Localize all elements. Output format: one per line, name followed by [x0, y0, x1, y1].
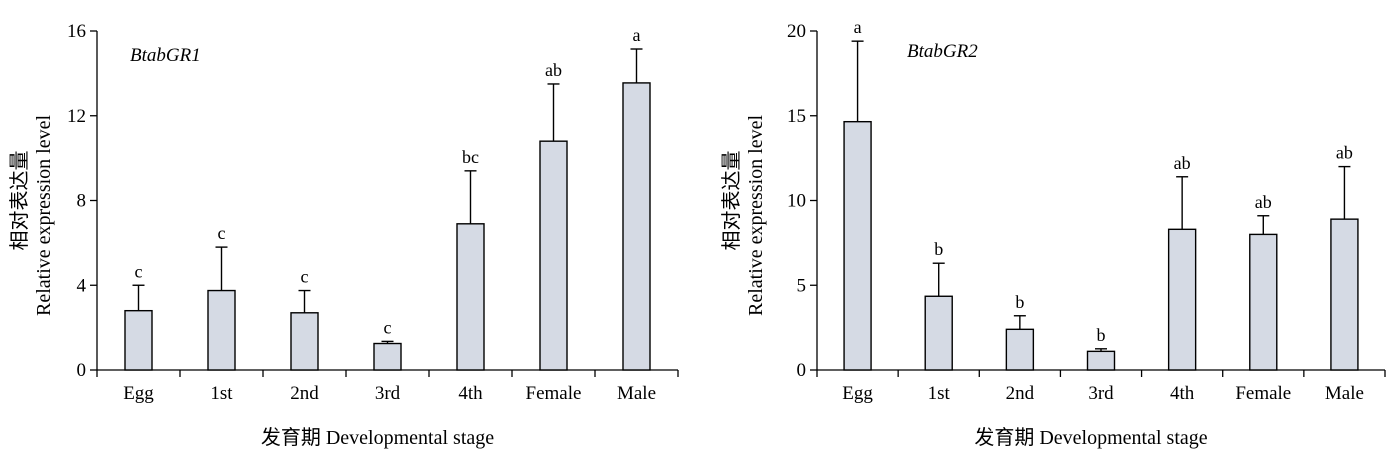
x-axis-label: 发育期 Developmental stage: [974, 426, 1207, 449]
significance-label: bc: [462, 147, 479, 167]
x-tick-label: Egg: [842, 383, 873, 404]
significance-label: c: [135, 261, 143, 281]
x-tick-label: 4th: [1170, 383, 1195, 404]
bar: [1249, 233, 1278, 371]
significance-label: a: [854, 17, 862, 37]
y-tick-label: 12: [67, 106, 86, 127]
bar: [124, 309, 153, 371]
y-tick-label: 5: [797, 275, 807, 296]
y-tick-label: 16: [67, 21, 86, 42]
y-tick-label: 0: [797, 360, 807, 381]
significance-label: c: [384, 317, 392, 337]
x-tick-label: Male: [1325, 383, 1364, 404]
x-tick-label: 2nd: [290, 383, 319, 404]
significance-label: ab: [1336, 143, 1353, 163]
bar: [207, 289, 236, 371]
bar: [456, 223, 485, 371]
x-tick-label: Female: [526, 383, 582, 404]
chart-panel-btabgr2: 0 5 10 15 20 a Egg b 1st b 2nd b 3rd ab 4th ab Female ab M…: [720, 17, 1386, 449]
significance-label: b: [1097, 325, 1106, 345]
bar: [924, 295, 953, 371]
significance-label: b: [934, 239, 943, 259]
bar: [1330, 218, 1359, 371]
x-tick-label: 3rd: [375, 383, 401, 404]
significance-label: ab: [1174, 153, 1191, 173]
significance-label: c: [301, 267, 309, 287]
x-tick-label: 4th: [458, 383, 483, 404]
bar: [1005, 328, 1035, 371]
x-tick-label: 2nd: [1006, 383, 1035, 404]
x-axis-label: 发育期 Developmental stage: [261, 426, 494, 449]
y-axis-label-en: Relative expression level: [33, 115, 55, 316]
bar: [373, 342, 402, 371]
significance-label: a: [633, 25, 641, 45]
x-tick-label: Male: [617, 383, 656, 404]
y-tick-label: 15: [787, 106, 806, 127]
x-tick-label: Female: [1235, 383, 1291, 404]
y-tick-label: 8: [77, 191, 87, 212]
x-tick-label: 1st: [928, 383, 951, 404]
y-axis-label-en: Relative expression level: [745, 115, 767, 316]
bar: [843, 120, 872, 371]
chart-panel-btabgr1: 0 4 8 12 16 c Egg c 1st c 2nd c 3rd bc 4th ab Female a Mal…: [8, 21, 679, 449]
bar: [1086, 350, 1116, 371]
gene-label: BtabGR2: [907, 41, 978, 62]
x-tick-label: 1st: [210, 383, 233, 404]
significance-label: ab: [545, 60, 562, 80]
y-axis-label-cn: 相对表达量: [720, 151, 743, 251]
significance-label: b: [1015, 292, 1024, 312]
bar: [622, 82, 651, 371]
bar: [290, 312, 319, 371]
bar: [539, 140, 568, 371]
bar: [1167, 228, 1197, 371]
y-tick-label: 0: [77, 360, 87, 381]
significance-label: ab: [1255, 192, 1272, 212]
x-tick-label: Egg: [123, 383, 154, 404]
y-axis-label-cn: 相对表达量: [8, 151, 31, 251]
gene-label: BtabGR1: [130, 45, 201, 66]
significance-label: c: [218, 223, 226, 243]
y-tick-label: 4: [77, 275, 87, 296]
y-tick-label: 20: [787, 21, 806, 42]
y-tick-label: 10: [787, 191, 806, 212]
x-tick-label: 3rd: [1088, 383, 1114, 404]
